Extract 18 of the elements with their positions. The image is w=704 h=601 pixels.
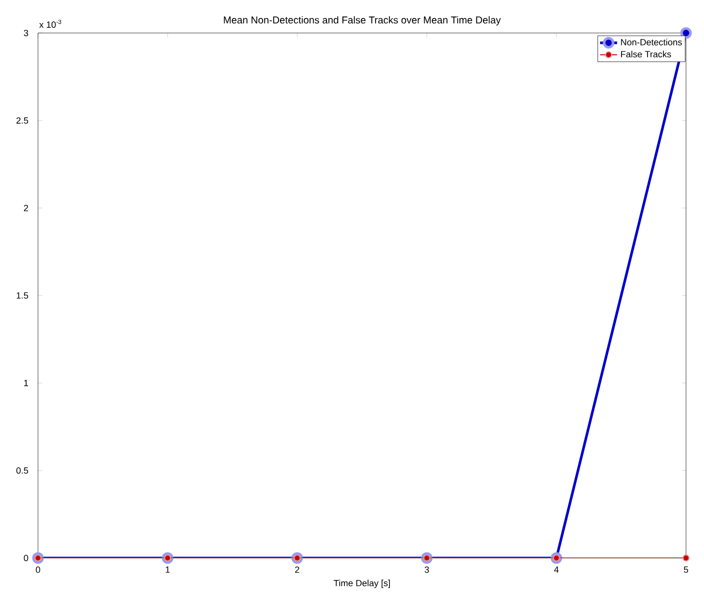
x-axis-title: Time Delay [s]	[334, 580, 390, 588]
y-tick-label: 0.5	[16, 467, 28, 474]
y-tick-label: 1.5	[16, 292, 28, 299]
x-tick-label: 4	[554, 566, 559, 573]
chart-title: Mean Non-Detections and False Tracks over Mean Time Delay	[224, 16, 501, 26]
x-tick-label: 0	[36, 566, 40, 573]
legend-label: Non-Detections	[621, 38, 682, 46]
x-tick-label: 3	[424, 566, 429, 573]
y-tick-label: 2	[24, 204, 28, 212]
y-tick-label: 2.5	[16, 117, 28, 124]
legend-label: False Tracks	[621, 50, 672, 58]
text: x 10$^{-3}$	[39, 20, 62, 28]
x-tick-label: 5	[684, 566, 688, 573]
y-tick-label: 3	[24, 30, 28, 36]
y-tick-label: 1	[24, 380, 28, 386]
x-tick-label: 1	[166, 566, 170, 573]
y-tick-label: 0	[24, 554, 28, 562]
x-tick-label: 2	[295, 566, 300, 573]
